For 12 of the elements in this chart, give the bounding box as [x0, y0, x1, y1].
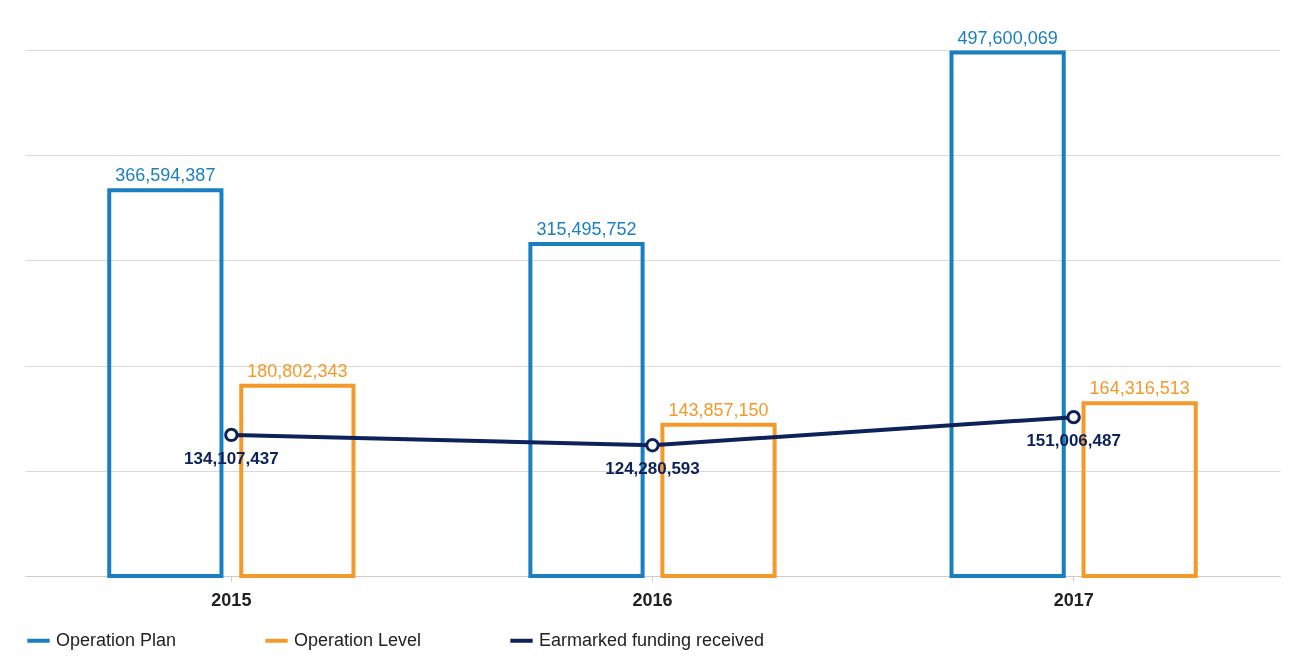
data-label: 143,857,150	[668, 399, 769, 420]
data-label: 315,495,752	[536, 219, 637, 240]
data-label: 164,316,513	[1089, 378, 1190, 399]
legend-label: Operation Level	[294, 629, 422, 650]
data-label: 497,600,069	[957, 27, 1058, 48]
x-tick-label: 2015	[211, 589, 252, 610]
x-tick-label: 2016	[632, 589, 673, 610]
data-label: 366,594,387	[115, 165, 216, 186]
legend-label: Earmarked funding received	[539, 629, 765, 650]
legend-label: Operation Plan	[56, 629, 177, 650]
data-label: 180,802,343	[247, 360, 348, 381]
x-tick-label: 2017	[1053, 589, 1094, 610]
